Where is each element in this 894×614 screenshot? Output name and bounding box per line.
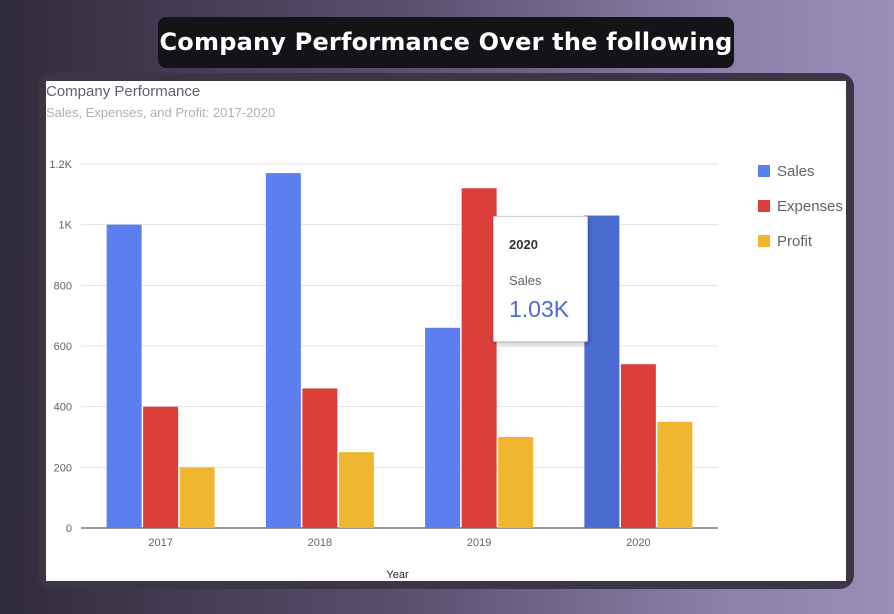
bar-profit-2019 (498, 437, 534, 528)
bar-expenses-2019 (461, 188, 497, 528)
legend-label-expenses: Expenses (777, 198, 843, 215)
bar-profit-2017 (179, 467, 215, 528)
legend-swatch-profit (758, 235, 770, 247)
legend-swatch-expenses (758, 200, 770, 212)
bar-expenses-2017 (143, 406, 179, 528)
chart-card: Company Performance Sales, Expenses, and… (46, 81, 846, 581)
y-tick-label: 400 (54, 402, 72, 414)
bar-profit-2020 (657, 421, 693, 528)
x-tick-label: 2017 (148, 537, 172, 549)
bar-chart: 0 200 400 600 800 1K 1.2K 2017 2018 2019 2020 Year S… (49, 159, 843, 581)
y-tick-label: 1K (59, 220, 73, 232)
tooltip-category: 2020 (509, 237, 538, 252)
bar-expenses-2020 (620, 364, 656, 528)
bar-sales-2018 (265, 173, 301, 528)
x-axis-title: Year (386, 569, 409, 581)
y-tick-label: 0 (66, 523, 72, 535)
y-tick-label: 600 (54, 341, 72, 353)
bar-expenses-2018 (302, 388, 338, 528)
bar-sales-2017 (106, 224, 142, 528)
legend-swatch-sales (758, 165, 770, 177)
chart-tooltip: 2020 Sales 1.03K (493, 216, 588, 342)
y-tick-label: 200 (54, 462, 72, 474)
bar-profit-2018 (338, 452, 374, 528)
bar-sales-2019 (425, 327, 461, 528)
page-title: Company Performance Over the following Y… (158, 17, 734, 107)
x-tick-label: 2019 (467, 537, 491, 549)
bar-sales-2020 (584, 215, 620, 529)
x-tick-label: 2020 (626, 537, 650, 549)
legend-label-sales: Sales (777, 163, 815, 180)
chart-title: Company Performance (46, 83, 201, 100)
y-tick-label: 1.2K (49, 159, 72, 171)
x-tick-label: 2018 (308, 537, 332, 549)
tooltip-series-label: Sales (509, 273, 542, 288)
chart-subtitle: Sales, Expenses, and Profit: 2017-2020 (46, 105, 276, 120)
y-tick-label: 800 (54, 280, 72, 292)
legend-label-profit: Profit (777, 233, 813, 250)
tooltip-value: 1.03K (509, 296, 570, 322)
